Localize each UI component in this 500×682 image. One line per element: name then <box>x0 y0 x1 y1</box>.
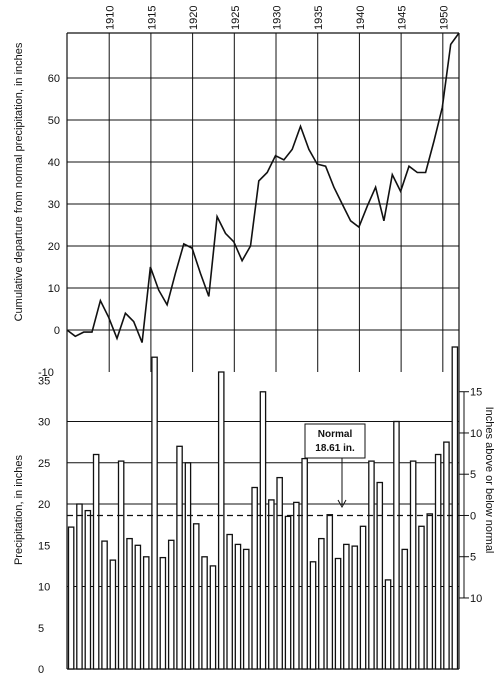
cumulative-departure-line <box>66 32 460 343</box>
upper-y-axis-title: Cumulative departure from normal precipi… <box>13 42 25 321</box>
precipitation-tick-label: 35 <box>38 375 50 387</box>
precipitation-bar <box>159 556 167 670</box>
precipitation-bar <box>334 557 342 670</box>
secondary-tick-label: 10 <box>470 428 482 440</box>
departure-tick-label: 60 <box>48 73 60 85</box>
secondary-tick-label: 5 <box>470 552 476 564</box>
year-tick-label: 1930 <box>272 6 284 30</box>
precipitation-tick-label: 10 <box>38 582 50 594</box>
normal-annotation: Normal 18.61 in. <box>304 423 366 509</box>
secondary-tick-label: 5 <box>470 469 476 481</box>
precipitation-tick-label: 0 <box>38 664 44 676</box>
precipitation-bar <box>326 514 334 670</box>
precipitation-bar <box>434 453 442 670</box>
departure-tick-label: 0 <box>54 325 60 337</box>
precipitation-bar <box>359 525 367 670</box>
precipitation-bar <box>351 545 359 670</box>
upper-gridlines <box>66 32 460 372</box>
precipitation-bar <box>301 457 308 670</box>
departure-tick-label: 10 <box>48 283 60 295</box>
year-tick-label: 1950 <box>438 6 450 30</box>
departure-tick-label: 20 <box>48 241 60 253</box>
precipitation-bar <box>67 526 75 670</box>
precipitation-bar <box>284 515 292 670</box>
precipitation-bar <box>201 556 208 670</box>
precipitation-bar <box>376 481 384 670</box>
precipitation-bar <box>242 548 250 670</box>
precipitation-bar <box>251 486 258 670</box>
precipitation-tick-label: 15 <box>38 540 50 552</box>
precipitation-bar <box>443 441 450 670</box>
precipitation-bar <box>293 501 300 670</box>
precipitation-bar <box>126 537 133 670</box>
secondary-tick-label: 10 <box>470 593 482 605</box>
precipitation-bar <box>426 513 434 670</box>
precipitation-bar <box>343 543 350 670</box>
departure-tick-label: -10 <box>38 367 54 379</box>
precipitation-bar <box>234 543 242 670</box>
precipitation-bar <box>268 499 275 670</box>
normal-value: 18.61 in. <box>315 443 355 454</box>
precipitation-axis: 0 5 10 15 20 25 30 35 <box>38 375 50 676</box>
secondary-axis: 15 10 5 0 5 10 <box>459 387 482 605</box>
secondary-tick-label: 15 <box>470 387 482 399</box>
precipitation-bar <box>451 346 459 670</box>
year-tick-label: 1915 <box>146 6 158 30</box>
precipitation-bar <box>167 539 175 670</box>
precipitation-bar <box>409 460 417 670</box>
departure-tick-label: 30 <box>48 199 60 211</box>
departure-tick-label: 40 <box>48 157 60 169</box>
precipitation-bar <box>192 523 200 670</box>
precipitation-bar <box>368 460 375 670</box>
lower-y-axis-title: Precipitation, in inches <box>13 454 25 565</box>
precipitation-bar <box>418 525 425 670</box>
precipitation-bar <box>76 503 83 670</box>
year-tick-label: 1910 <box>105 6 117 30</box>
year-tick-label: 1925 <box>230 6 242 30</box>
precipitation-bar <box>184 462 192 670</box>
departure-tick-label: 50 <box>48 115 60 127</box>
precipitation-tick-label: 20 <box>38 499 50 511</box>
precipitation-bar <box>176 445 183 670</box>
precipitation-bar <box>92 453 100 670</box>
precipitation-bar <box>318 537 325 670</box>
secondary-tick-label: 0 <box>470 510 476 522</box>
precipitation-bar <box>142 556 150 670</box>
precipitation-bar <box>226 533 233 670</box>
year-tick-label: 1935 <box>313 6 325 30</box>
departure-axis: 60 50 40 30 20 10 0 -10 <box>38 73 60 379</box>
normal-label: Normal <box>318 429 353 440</box>
precipitation-tick-label: 25 <box>38 458 50 470</box>
precipitation-bar <box>217 371 225 670</box>
year-tick-label: 1940 <box>355 6 367 30</box>
precipitation-bar <box>309 561 317 670</box>
precipitation-bar <box>101 540 108 670</box>
precipitation-bar <box>401 548 409 670</box>
year-tick-label: 1920 <box>188 6 200 30</box>
precipitation-bars <box>67 346 459 670</box>
year-tick-label: 1945 <box>397 6 409 30</box>
precipitation-tick-label: 30 <box>38 417 50 429</box>
precipitation-tick-label: 5 <box>38 623 44 635</box>
upper-chart: 1910 1915 1920 1925 1930 1935 1940 1945 1950 60 5… <box>13 6 460 379</box>
precipitation-bar <box>259 391 267 670</box>
precipitation-bar <box>209 565 217 670</box>
lower-chart: 0 5 10 15 20 25 30 35 15 10 5 0 5 10 Normal 18.61 in… <box>13 346 495 676</box>
precipitation-bar <box>117 460 125 670</box>
year-axis: 1910 1915 1920 1925 1930 1935 1940 1945 1950 <box>105 6 451 30</box>
precipitation-bar <box>393 420 400 670</box>
precipitation-bar <box>109 559 117 670</box>
precipitation-bar <box>134 544 142 670</box>
precipitation-bar <box>84 509 92 670</box>
precipitation-bar <box>276 476 283 670</box>
precipitation-bar <box>384 579 392 670</box>
secondary-y-axis-title: Inches above or below normal <box>483 407 495 554</box>
precipitation-bar <box>151 356 158 670</box>
